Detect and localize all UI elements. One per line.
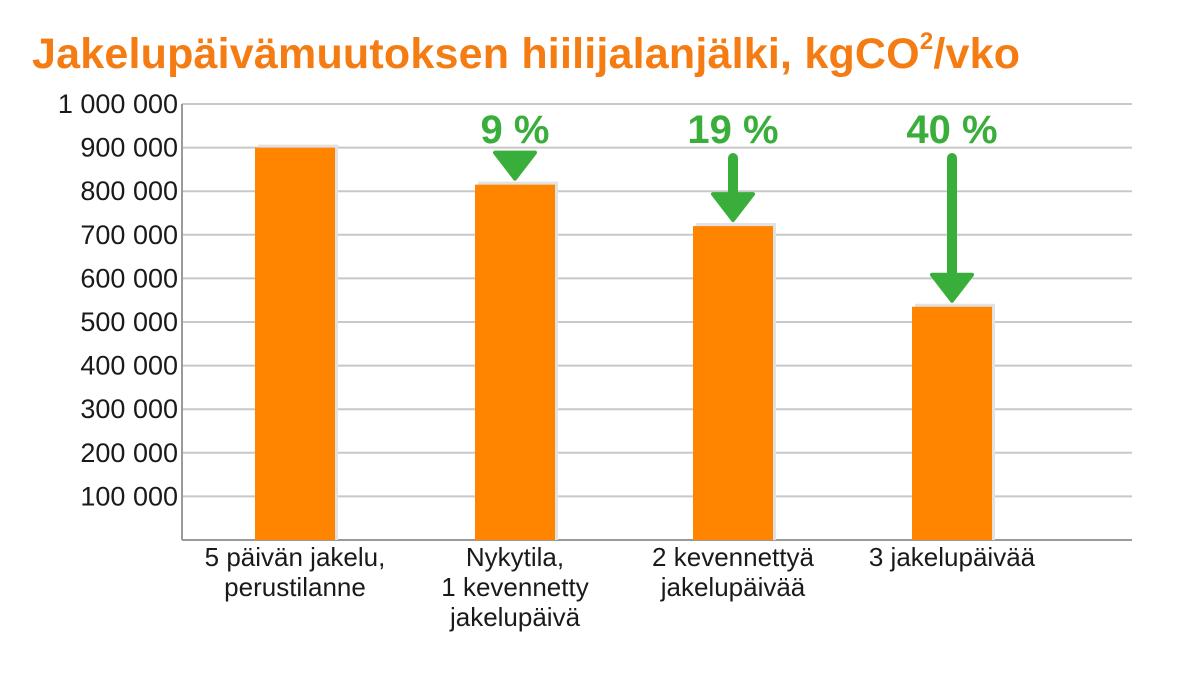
x-tick-label: jakelupäivää (660, 572, 806, 602)
y-tick-label: 400 000 (80, 351, 178, 381)
chart-title-main: Jakelupäivämuutoksen hiilijalanjälki, kg… (32, 30, 920, 78)
chart-title: Jakelupäivämuutoksen hiilijalanjälki, kg… (32, 27, 1021, 79)
x-tick-label: jakelupäivä (449, 602, 581, 632)
reduction-label: 9 % (481, 108, 550, 152)
x-tick-label: Nykytila, (466, 542, 564, 572)
reduction-label: 19 % (687, 108, 778, 152)
y-tick-label: 300 000 (80, 394, 178, 424)
x-tick-label: 5 päivän jakelu, (205, 542, 386, 572)
reduction-arrow-head (930, 272, 974, 303)
y-tick-label: 800 000 (80, 176, 178, 206)
x-tick-label: perustilanne (224, 572, 366, 602)
x-tick-label: 1 kevennetty (441, 572, 588, 602)
y-tick-label: 100 000 (80, 481, 178, 511)
bar (693, 226, 773, 540)
chart-title-end: /vko (933, 30, 1021, 78)
reduction-arrow-head (493, 150, 537, 181)
y-tick-label: 600 000 (80, 263, 178, 293)
x-tick-label: 3 jakelupäivää (869, 542, 1036, 572)
y-tick-label: 1 000 000 (58, 89, 178, 119)
y-tick-label: 200 000 (80, 438, 178, 468)
y-tick-label: 900 000 (80, 133, 178, 163)
y-tick-label: 500 000 (80, 307, 178, 337)
bar (912, 306, 992, 540)
chart-title-superscript: 2 (919, 27, 934, 55)
reduction-arrow-head (711, 192, 755, 223)
bar (255, 147, 335, 540)
y-tick-label: 700 000 (80, 220, 178, 250)
x-tick-label: 2 kevennettyä (652, 542, 814, 572)
reduction-label: 40 % (906, 108, 997, 152)
bar (475, 184, 555, 540)
